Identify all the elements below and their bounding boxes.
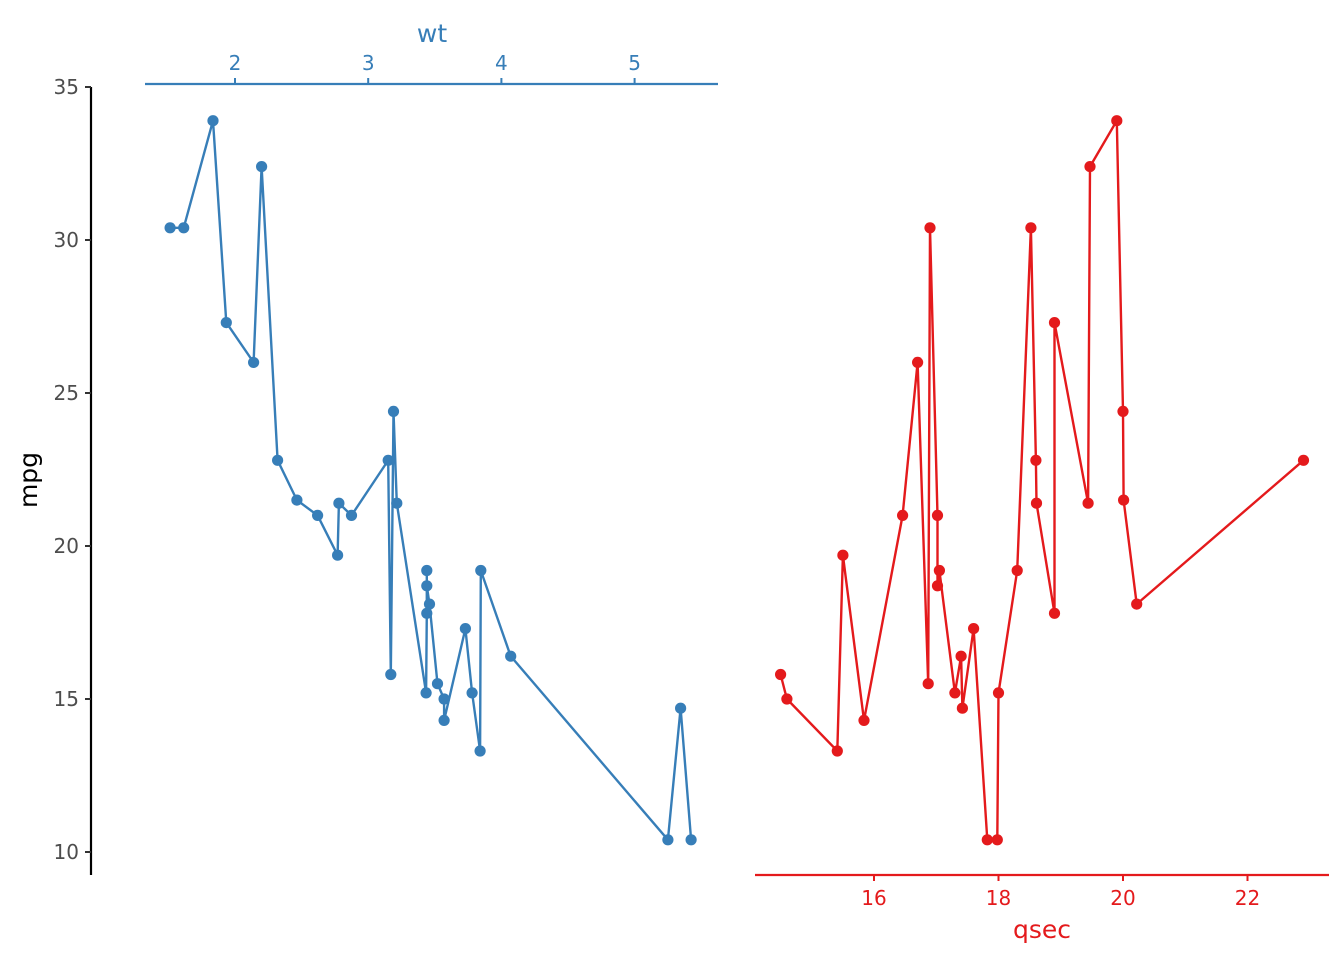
wt-data-point	[421, 607, 433, 619]
wt-data-point	[248, 356, 260, 368]
wt-data-point	[387, 405, 400, 417]
wt-data-point	[333, 497, 345, 509]
qsec-data-point	[922, 678, 934, 690]
wt-data-point	[256, 161, 268, 173]
y-tick-label: 20	[54, 534, 79, 558]
qsec-data-point	[956, 702, 969, 714]
qsec-data-point	[781, 693, 793, 705]
wt-data-point	[662, 834, 674, 846]
wt-series-line	[170, 120, 693, 843]
wt-data-point	[438, 714, 450, 727]
qsec-data-point	[931, 580, 944, 592]
wt-data-point	[421, 564, 433, 577]
wt-data-point	[421, 580, 433, 592]
qsec-x-tick-label: 18	[986, 886, 1011, 910]
y-axis-title: mpg	[14, 452, 43, 508]
qsec-x-tick-label: 20	[1110, 886, 1135, 910]
wt-data-point	[474, 745, 486, 757]
wt-data-point	[431, 678, 444, 690]
qsec-data-point	[931, 509, 944, 521]
wt-x-tick-label: 5	[628, 51, 641, 75]
qsec-data-point	[1131, 598, 1143, 610]
qsec-data-point	[1082, 497, 1094, 509]
qsec-data-point	[1117, 405, 1129, 417]
wt-data-point	[272, 454, 284, 466]
wt-series-points	[164, 115, 697, 846]
qsec-data-point	[837, 549, 849, 561]
qsec-data-point	[1111, 115, 1123, 127]
wt-data-point	[382, 454, 394, 466]
qsec-data-point	[992, 687, 1005, 699]
y-tick-label: 30	[54, 228, 79, 252]
wt-axis-title: wt	[417, 19, 447, 48]
wt-data-point	[332, 549, 344, 561]
wt-data-point	[291, 494, 303, 506]
qsec-x-axis: 16 18 20 22	[755, 873, 1329, 910]
wt-data-point	[423, 598, 436, 610]
qsec-data-point	[1048, 607, 1061, 619]
wt-panel: 2 3 4 5 wt	[145, 19, 718, 846]
wt-x-tick-label: 4	[495, 51, 508, 75]
qsec-data-point	[924, 222, 936, 234]
qsec-data-point	[933, 564, 946, 577]
y-axis: 10 15 20 25 30 35	[54, 75, 93, 875]
qsec-series-line	[779, 116, 1305, 841]
qsec-data-point	[968, 623, 980, 635]
wt-data-point	[675, 702, 687, 714]
qsec-data-point	[831, 745, 843, 757]
wt-data-point	[164, 222, 176, 234]
qsec-data-point	[949, 687, 961, 699]
qsec-series-points	[775, 115, 1310, 846]
wt-x-tick-label: 2	[229, 51, 242, 75]
wt-data-point	[475, 564, 487, 577]
wt-data-point	[178, 222, 190, 234]
wt-x-tick-label: 3	[362, 51, 375, 75]
qsec-data-point	[1030, 497, 1043, 509]
wt-data-point	[438, 693, 450, 705]
qsec-data-point	[1025, 222, 1037, 234]
wt-data-point	[345, 509, 358, 521]
wt-data-point	[505, 650, 517, 662]
wt-data-point	[312, 509, 324, 521]
qsec-panel: 16 18 20 22 qsec	[755, 115, 1329, 944]
wt-data-point	[685, 834, 697, 846]
qsec-data-point	[858, 714, 870, 727]
wt-data-point	[420, 687, 432, 699]
wt-data-point	[207, 115, 219, 127]
wt-data-point	[385, 668, 397, 681]
qsec-data-point	[775, 668, 787, 681]
wt-data-point	[391, 497, 403, 509]
wt-data-point	[220, 317, 232, 329]
qsec-data-point	[991, 834, 1003, 846]
qsec-data-point	[981, 834, 993, 846]
qsec-data-point	[1011, 564, 1023, 577]
qsec-data-point	[1048, 317, 1061, 329]
qsec-x-tick-label: 16	[861, 886, 886, 910]
wt-data-point	[466, 687, 478, 699]
qsec-data-point	[1118, 494, 1130, 506]
qsec-data-point	[1084, 161, 1096, 173]
wt-data-point	[459, 623, 471, 635]
qsec-axis-title: qsec	[1013, 915, 1071, 944]
wt-x-axis: 2 3 4 5	[145, 51, 718, 86]
qsec-data-point	[912, 356, 924, 368]
qsec-x-tick-label: 22	[1235, 886, 1260, 910]
y-tick-label: 15	[54, 687, 79, 711]
y-tick-label: 10	[54, 840, 79, 864]
qsec-data-point	[955, 650, 967, 662]
qsec-data-point	[1030, 454, 1042, 466]
y-tick-label: 25	[54, 381, 79, 405]
y-tick-label: 35	[54, 75, 79, 99]
qsec-data-point	[1297, 454, 1310, 466]
qsec-data-point	[897, 509, 909, 521]
